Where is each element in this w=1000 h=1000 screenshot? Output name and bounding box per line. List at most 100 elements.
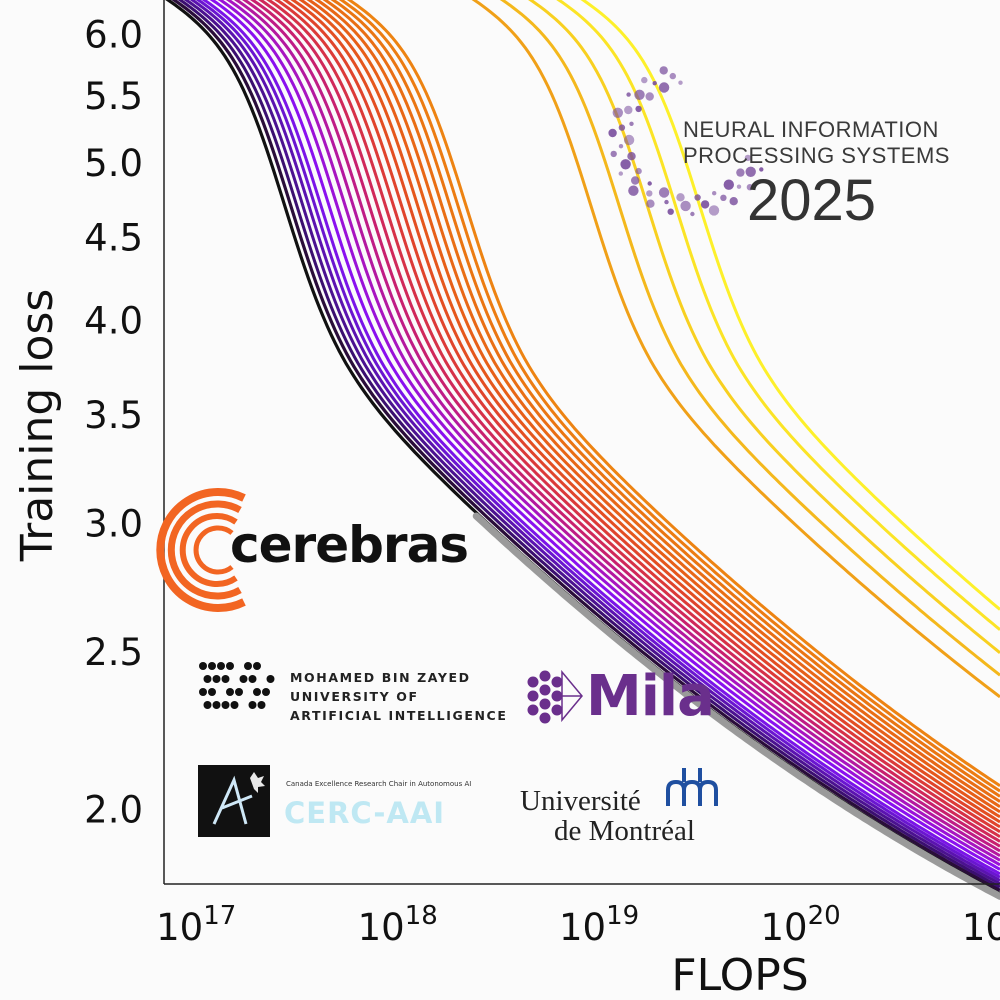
series-line-run-11 bbox=[233, 0, 1000, 857]
neurips-dot bbox=[745, 166, 756, 177]
neurips-dot bbox=[645, 92, 654, 101]
mila-logo-text: Mila bbox=[586, 664, 715, 729]
series-layer bbox=[165, 0, 1000, 895]
neurips-dot bbox=[694, 194, 701, 201]
mila-dot bbox=[539, 684, 551, 696]
neurips-dot bbox=[618, 171, 623, 176]
mila-dot bbox=[551, 704, 563, 716]
y-tick-label: 4.5 bbox=[84, 216, 143, 259]
neurips-dot bbox=[646, 190, 653, 197]
mbzuai-dot bbox=[199, 662, 207, 670]
mila-dot bbox=[527, 676, 539, 688]
y-tick-labels: 6.0 5.5 5.0 4.5 4.0 3.5 3.0 2.5 2.0 bbox=[84, 13, 143, 831]
neurips-dot bbox=[658, 82, 670, 93]
mila-dot bbox=[539, 698, 551, 710]
y-tick-label: 2.5 bbox=[84, 631, 143, 674]
neurips-dot bbox=[618, 124, 626, 131]
mbzuai-dot bbox=[221, 701, 230, 709]
mbzuai-dot bbox=[266, 675, 275, 683]
neurips-year: 2025 bbox=[747, 168, 877, 233]
mbzuai-dot bbox=[203, 701, 212, 709]
x-axis-label: FLOPS bbox=[671, 950, 808, 1000]
neurips-dot bbox=[759, 167, 764, 172]
neurips-dot bbox=[746, 184, 754, 191]
neurips-dot bbox=[664, 199, 669, 205]
compute-optimal-envelope bbox=[472, 512, 1000, 900]
neurips-dot bbox=[736, 184, 742, 189]
series-line-run-15 bbox=[266, 0, 1000, 838]
x-tick-labels: 1017 1018 1019 1020 1021 bbox=[156, 901, 1000, 949]
series-line-run-24 bbox=[338, 0, 1000, 793]
neurips-dot bbox=[680, 200, 691, 212]
mbzuai-dot bbox=[244, 662, 252, 670]
mbzuai-dot bbox=[212, 701, 221, 709]
neurips-dot bbox=[627, 152, 636, 161]
cerebras-logo-mark bbox=[156, 488, 246, 612]
mbzuai-dot bbox=[235, 688, 243, 696]
series-line-run-28 bbox=[528, 0, 1000, 654]
y-tick-label: 6.0 bbox=[84, 13, 143, 56]
series-line-run-17 bbox=[282, 0, 1000, 829]
series-line-run-30 bbox=[580, 0, 1000, 611]
mbzuai-line-3: ARTIFICIAL INTELLIGENCE bbox=[290, 708, 508, 723]
series-line-run-12 bbox=[242, 0, 1000, 853]
neurips-line-1: NEURAL INFORMATION bbox=[683, 117, 939, 142]
mbzuai-dot bbox=[230, 701, 239, 709]
neurips-dot bbox=[652, 81, 657, 86]
cerc-aai-subtitle: Canada Excellence Research Chair in Auto… bbox=[286, 780, 472, 788]
series-line-run-21 bbox=[314, 0, 1000, 809]
neurips-dot bbox=[712, 191, 717, 196]
neurips-dot bbox=[744, 154, 752, 162]
x-tick-label: 1020 bbox=[761, 901, 841, 949]
neurips-dot bbox=[620, 159, 631, 170]
y-axis-label: Training loss bbox=[12, 289, 63, 563]
mbzuai-dot bbox=[239, 675, 248, 683]
udem-line-1: Université bbox=[520, 785, 641, 817]
mila-dot bbox=[527, 704, 539, 716]
y-tick-label: 3.0 bbox=[84, 503, 143, 546]
mbzuai-dot bbox=[226, 662, 234, 670]
series-line-run-13 bbox=[250, 0, 1000, 848]
neurips-logo: NEURAL INFORMATION PROCESSING SYSTEMS 20… bbox=[683, 117, 983, 233]
series-line-run-08 bbox=[209, 0, 1000, 871]
series-line-run-09 bbox=[217, 0, 1000, 867]
y-tick-label: 2.0 bbox=[84, 789, 143, 832]
neurips-dot bbox=[612, 107, 623, 119]
neurips-dot bbox=[629, 121, 634, 127]
neurips-dot bbox=[729, 197, 738, 206]
mbzuai-dot bbox=[248, 675, 257, 683]
cerc-aai-logo-text: CERC-AAI bbox=[284, 796, 446, 830]
y-tick-label: 4.0 bbox=[84, 300, 143, 343]
neurips-dot bbox=[676, 193, 685, 202]
neurips-dot bbox=[628, 185, 639, 196]
neurips-dot bbox=[610, 150, 617, 158]
neurips-dot bbox=[669, 72, 676, 80]
mbzuai-dot bbox=[208, 662, 216, 670]
mbzuai-dot bbox=[199, 688, 207, 696]
x-tick-label: 1017 bbox=[156, 901, 236, 949]
mbzuai-logo-mark bbox=[199, 662, 275, 709]
y-tick-label: 3.5 bbox=[84, 394, 143, 437]
neurips-line-2: PROCESSING SYSTEMS bbox=[683, 143, 950, 168]
mbzuai-dot bbox=[208, 688, 216, 696]
neurips-logo-mark bbox=[608, 66, 764, 217]
neurips-dot bbox=[635, 105, 642, 113]
neurips-dot bbox=[667, 208, 674, 215]
series-line-run-04 bbox=[183, 0, 1000, 886]
y-tick-label: 5.0 bbox=[84, 142, 143, 185]
series-line-run-18 bbox=[290, 0, 1000, 824]
mila-mesh bbox=[561, 669, 583, 723]
series-line-run-29 bbox=[556, 0, 1000, 631]
neurips-dot bbox=[634, 89, 645, 101]
neurips-dot bbox=[720, 194, 727, 201]
mbzuai-dot bbox=[226, 688, 234, 696]
y-tick-label: 5.5 bbox=[84, 75, 143, 118]
series-line-run-14 bbox=[258, 0, 1000, 843]
neurips-dot bbox=[608, 128, 617, 138]
mbzuai-dot bbox=[257, 701, 266, 709]
series-line-run-07 bbox=[201, 0, 1000, 876]
neurips-dot bbox=[659, 66, 668, 75]
mila-dot bbox=[551, 690, 563, 702]
